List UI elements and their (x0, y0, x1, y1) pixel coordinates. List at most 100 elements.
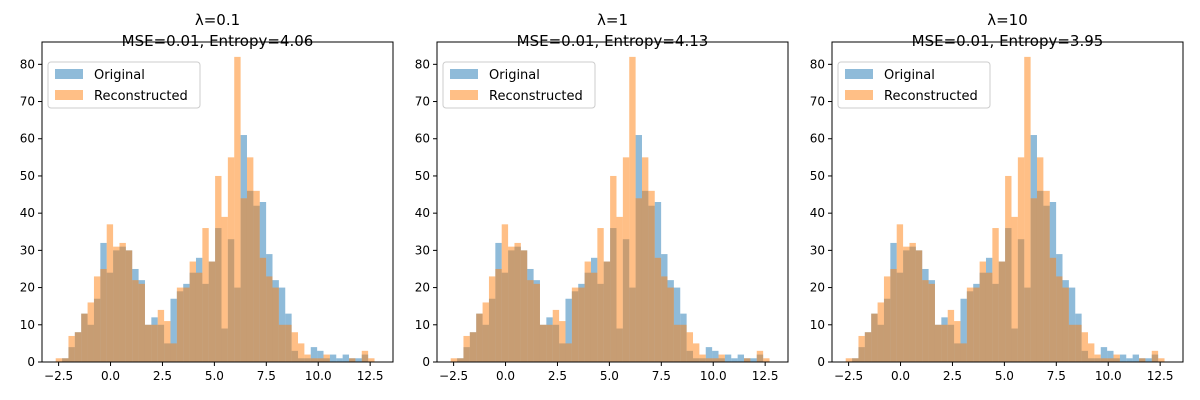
bar-original (712, 350, 719, 362)
x-tick-label: 2.5 (548, 369, 567, 383)
bar-reconstructed (597, 228, 604, 362)
bar-reconstructed (744, 358, 751, 362)
bar-reconstructed (291, 332, 299, 362)
x-tick-label: 12.5 (357, 369, 384, 383)
bar-original (310, 347, 318, 362)
y-tick-label: 80 (415, 57, 430, 71)
bar-reconstructed (1024, 56, 1031, 362)
bar-reconstructed (310, 358, 318, 362)
x-tick-label: 12.5 (1147, 369, 1174, 383)
bar-reconstructed (463, 335, 470, 362)
x-tick-label: 7.5 (257, 369, 276, 383)
bar-reconstructed (845, 358, 853, 362)
bar-reconstructed (641, 157, 649, 362)
bar-reconstructed (495, 268, 502, 362)
bar-reconstructed (1151, 350, 1159, 362)
bar-reconstructed (227, 157, 235, 362)
bar-reconstructed (584, 261, 591, 362)
legend-label-original: Original (884, 68, 935, 83)
bar-reconstructed (1094, 354, 1101, 362)
bar-reconstructed (680, 324, 687, 362)
bar-reconstructed (979, 261, 986, 362)
bar-reconstructed (74, 332, 82, 362)
bar-reconstructed (520, 250, 528, 362)
legend-swatch-original (450, 69, 478, 79)
bar-reconstructed (877, 302, 884, 362)
bar-original (170, 298, 177, 362)
bar-reconstructed (992, 228, 999, 362)
bar-reconstructed (527, 280, 534, 362)
bar-reconstructed (240, 198, 247, 362)
legend-label-reconstructed: Reconstructed (94, 89, 188, 104)
legend-box (442, 61, 596, 109)
x-tick-label: 5.0 (995, 369, 1014, 383)
legend: Original Reconstructed (837, 61, 991, 109)
bar-reconstructed (349, 358, 356, 362)
bar-reconstructed (215, 175, 222, 362)
bar-reconstructed (1113, 354, 1120, 362)
y-tick-label: 30 (20, 243, 35, 257)
bar-reconstructed (705, 358, 713, 362)
bar-reconstructed (144, 324, 152, 362)
bar-reconstructed (151, 324, 158, 362)
axes-frame (831, 41, 1184, 363)
axes-frame (41, 41, 394, 363)
x-tick-label: 12.5 (752, 369, 779, 383)
bar-reconstructed (1088, 343, 1095, 362)
bar-reconstructed (68, 335, 75, 362)
bar-reconstructed (1030, 198, 1037, 362)
bar-reconstructed (62, 358, 69, 362)
bar-reconstructed (1158, 358, 1165, 362)
bar-reconstructed (469, 332, 477, 362)
bar-reconstructed (514, 242, 521, 362)
bar-reconstructed (610, 175, 617, 362)
bar-reconstructed (852, 358, 859, 362)
bar-reconstructed (667, 287, 674, 362)
panel-title-line: λ=1 (597, 11, 628, 29)
x-tick-label: 0.0 (496, 369, 515, 383)
bar-reconstructed (488, 276, 496, 362)
bar-reconstructed (590, 272, 598, 362)
bar-reconstructed (1062, 287, 1069, 362)
bar-reconstructed (903, 246, 910, 362)
bar-reconstructed (195, 272, 203, 362)
bar-original (750, 358, 757, 362)
bar-reconstructed (661, 276, 668, 362)
y-tick-label: 70 (810, 95, 825, 109)
bar-reconstructed (533, 283, 540, 362)
bar-reconstructed (578, 287, 585, 362)
bar-reconstructed (928, 283, 935, 362)
bar-reconstructed (616, 216, 623, 362)
y-tick-label: 0 (817, 355, 825, 369)
chart-panel-2: λ=1 MSE=0.01, Entropy=4.13 −2.5 0.0 2.5 5.0 7.… (415, 11, 789, 383)
y-tick-label: 80 (810, 57, 825, 71)
bar-reconstructed (1139, 358, 1146, 362)
bar-reconstructed (699, 354, 706, 362)
bar-reconstructed (934, 324, 942, 362)
bar-reconstructed (629, 56, 636, 362)
chart-panel-3: λ=10 MSE=0.01, Entropy=3.95 −2.5 0.0 2.5 5.0 7… (810, 11, 1184, 383)
bar-reconstructed (966, 287, 974, 362)
y-tick-label: 50 (810, 169, 825, 183)
bar-reconstructed (871, 313, 878, 362)
bar-original (317, 350, 324, 362)
bar-reconstructed (202, 228, 209, 362)
bar-reconstructed (552, 309, 560, 362)
bar-original (355, 358, 362, 362)
bar-reconstructed (298, 343, 305, 362)
bar-reconstructed (712, 358, 719, 362)
bar-reconstructed (278, 324, 286, 362)
x-tick-label: 5.0 (205, 369, 224, 383)
bar-reconstructed (998, 261, 1006, 362)
y-tick-label: 0 (422, 355, 430, 369)
bars (55, 56, 375, 362)
bar-reconstructed (756, 350, 764, 362)
legend-label-original: Original (489, 68, 540, 83)
bar-reconstructed (571, 287, 579, 362)
bar-reconstructed (266, 276, 273, 362)
x-tick-label: 5.0 (600, 369, 619, 383)
bar-reconstructed (985, 272, 993, 362)
legend-label-reconstructed: Reconstructed (884, 89, 978, 104)
bar-reconstructed (1056, 276, 1063, 362)
